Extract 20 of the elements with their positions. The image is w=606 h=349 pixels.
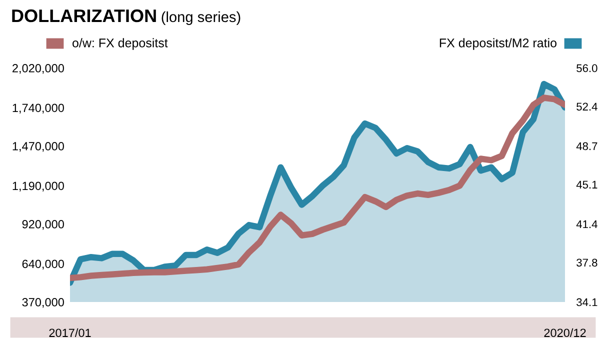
y-tick-label: 1,740,000 bbox=[12, 104, 64, 114]
y2-tick-label: 45.1 bbox=[576, 180, 598, 189]
y-tick-label: 1,470,000 bbox=[12, 142, 64, 152]
y2-tick-label: 34.1 bbox=[576, 298, 598, 306]
y-tick-label: 1,190,000 bbox=[12, 182, 64, 192]
chart-title: DOLLARIZATION bbox=[12, 9, 156, 22]
y2-tick-label: 41.4 bbox=[576, 220, 598, 228]
y-tick-label: 370,000 bbox=[22, 298, 64, 308]
text: FX depositst/M2 ratio bbox=[440, 38, 556, 50]
y-tick-label: 920,000 bbox=[22, 220, 64, 230]
y2-tick-label: 48.7 bbox=[576, 142, 598, 150]
y-tick-label: 640,000 bbox=[22, 260, 64, 270]
y2-tick-label: 56.0 bbox=[576, 64, 598, 72]
x-tick-label: 2020/12 bbox=[544, 328, 586, 338]
y2-tick-label: 52.4 bbox=[576, 102, 598, 111]
legend-label: o/w: FX depositst bbox=[72, 38, 168, 50]
chart-subtitle: (long series) bbox=[162, 11, 240, 26]
y2-tick-label: 37.8 bbox=[576, 258, 598, 267]
y-tick-label: 2,020,000 bbox=[12, 64, 64, 74]
x-tick-label: 2017/01 bbox=[49, 328, 91, 338]
